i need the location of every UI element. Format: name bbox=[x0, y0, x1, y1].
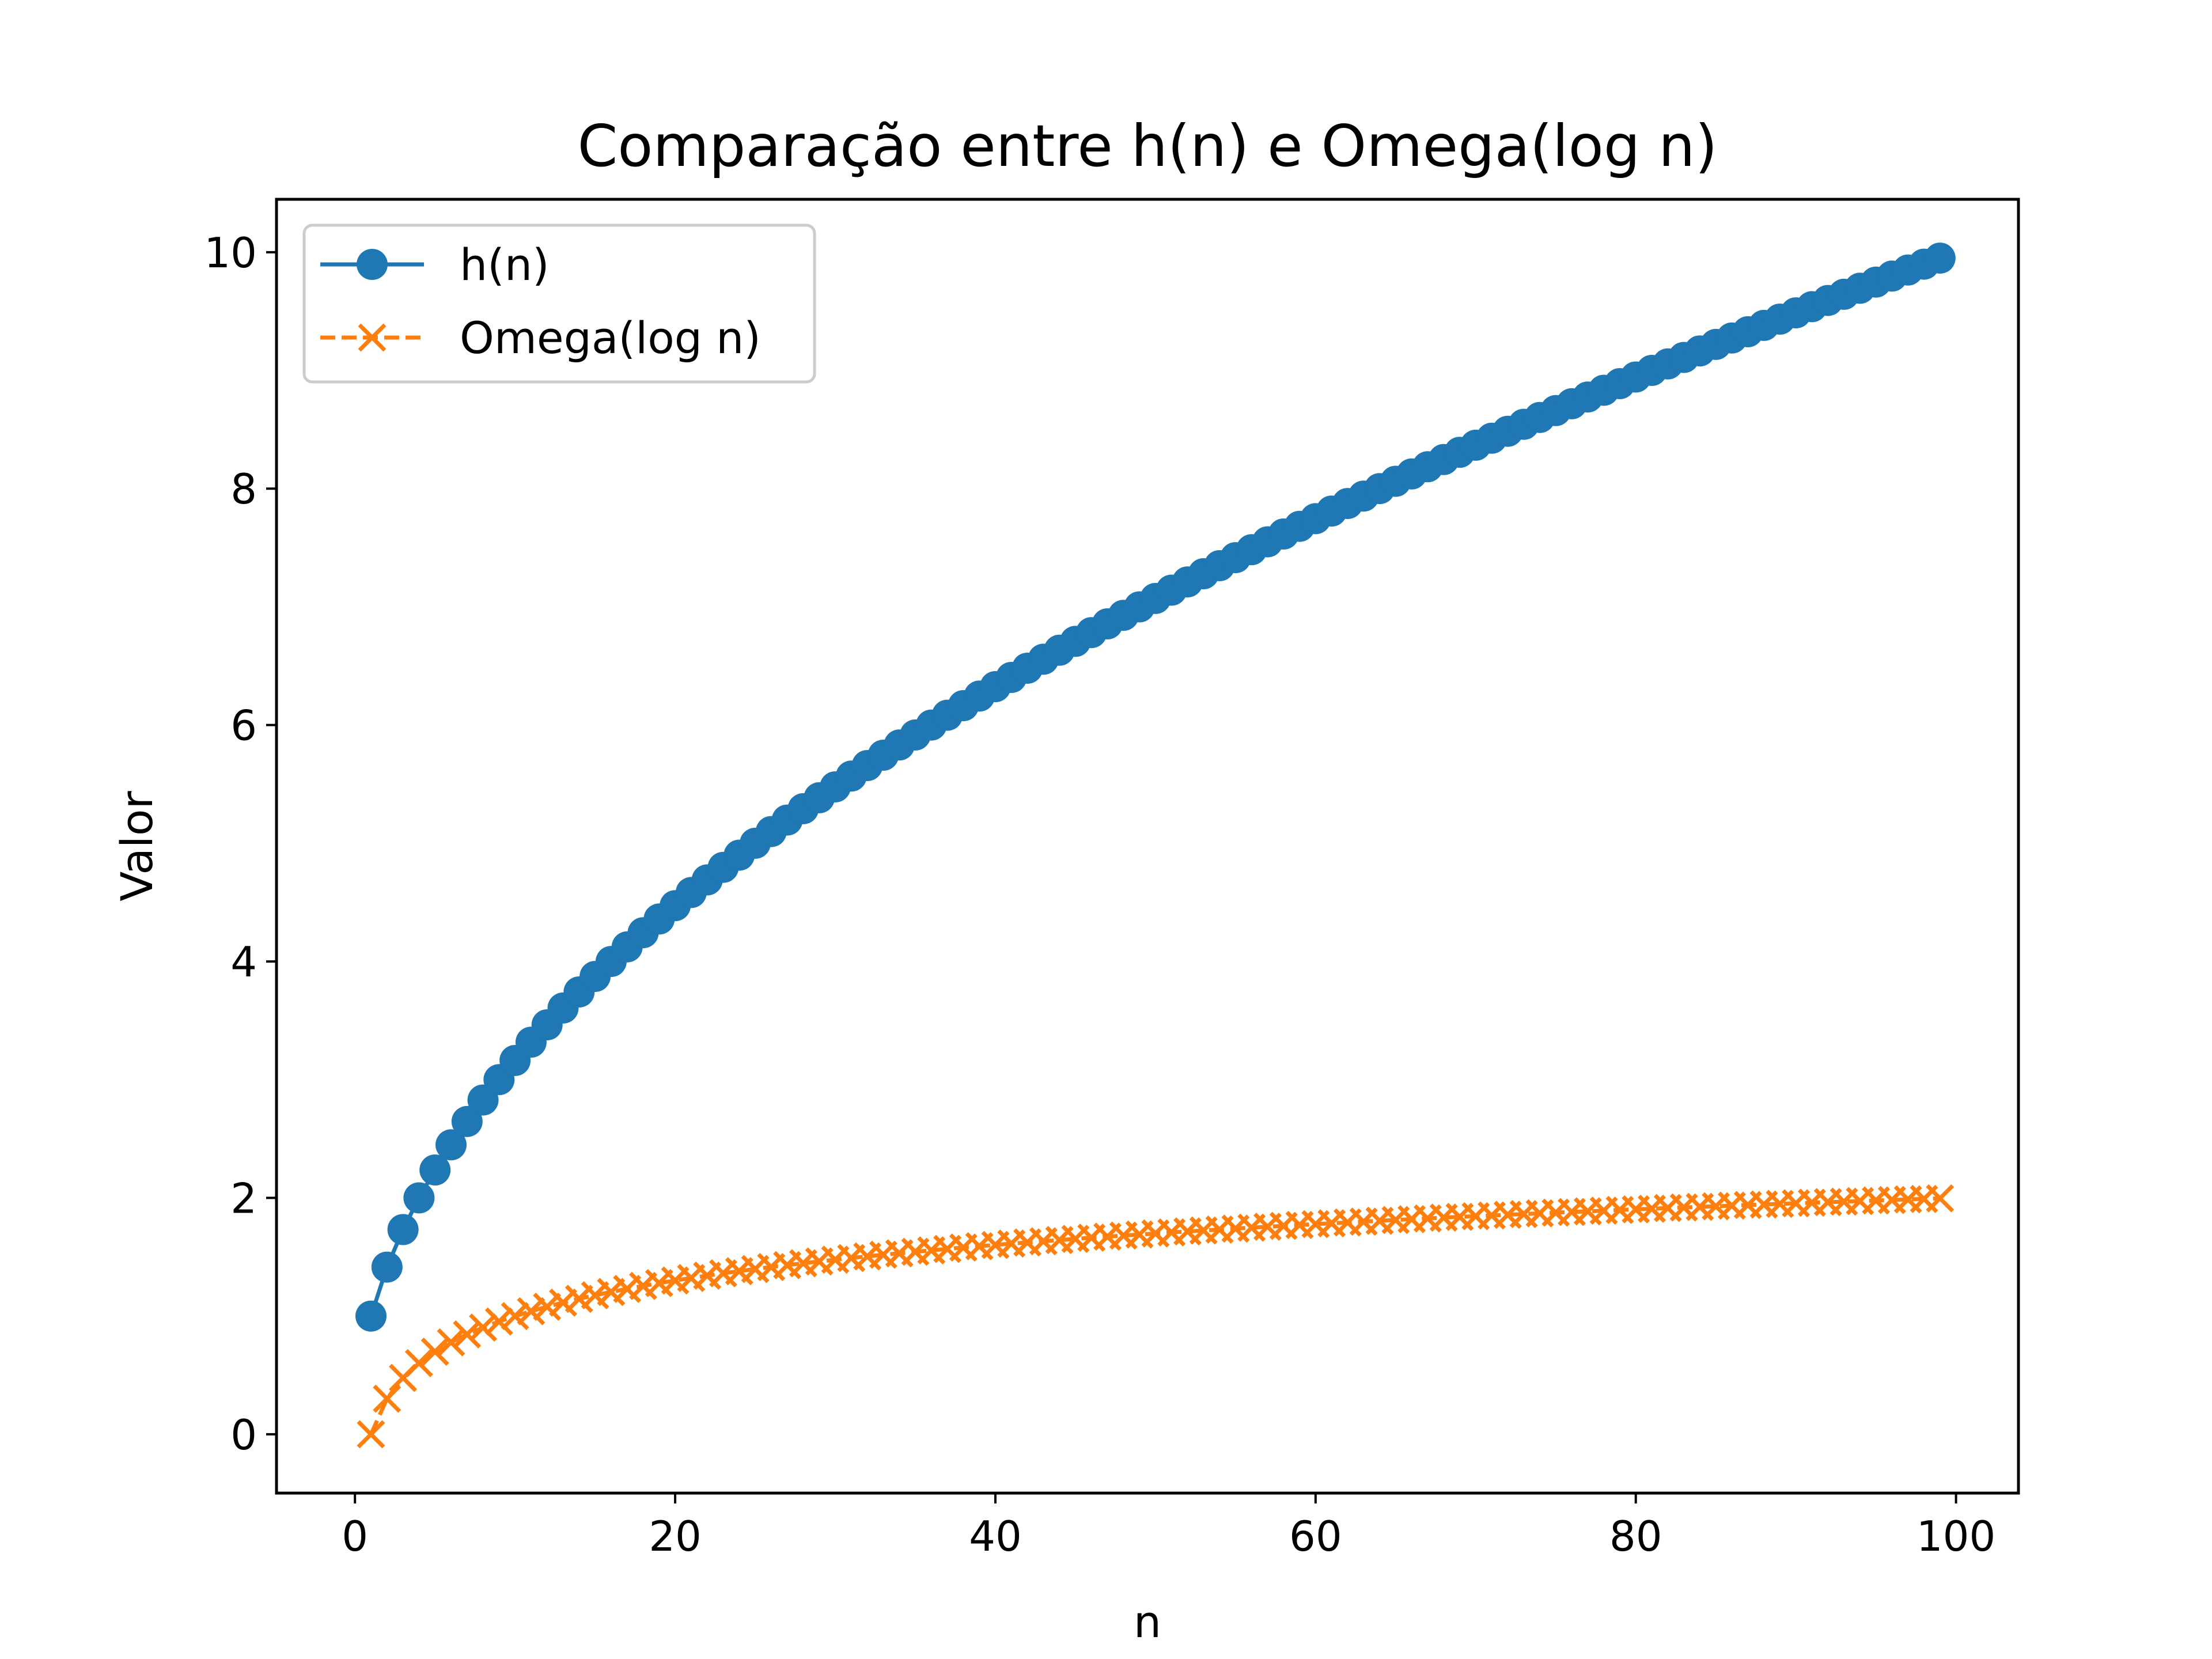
point-h bbox=[435, 1129, 467, 1161]
x-tick-label: 100 bbox=[1916, 1512, 1995, 1560]
x-tick-label: 60 bbox=[1289, 1512, 1342, 1560]
chart-title: Comparação entre h(n) e Omega(log n) bbox=[577, 112, 1717, 180]
x-tick-label: 0 bbox=[342, 1512, 368, 1560]
point-h bbox=[371, 1251, 403, 1283]
legend-label-h: h(n) bbox=[460, 239, 550, 290]
y-tick-label: 2 bbox=[230, 1174, 257, 1222]
point-omega bbox=[453, 1320, 482, 1349]
point-omega bbox=[517, 1297, 546, 1325]
point-omega bbox=[373, 1384, 402, 1413]
point-h bbox=[387, 1214, 419, 1245]
y-tick-label: 4 bbox=[230, 938, 257, 986]
y-tick-label: 0 bbox=[230, 1411, 257, 1459]
legend-marker-omega-x bbox=[358, 323, 387, 352]
point-h bbox=[1924, 243, 1956, 274]
series-omega bbox=[357, 1184, 1955, 1449]
plot-frame bbox=[275, 198, 2020, 1495]
point-omega bbox=[421, 1337, 449, 1366]
legend-label-omega: Omega(log n) bbox=[460, 312, 761, 363]
series-h bbox=[355, 243, 1956, 1332]
point-omega bbox=[469, 1313, 498, 1342]
point-omega bbox=[357, 1420, 385, 1449]
x-tick-label: 20 bbox=[649, 1512, 702, 1560]
point-omega bbox=[484, 1307, 513, 1336]
y-tick-label: 8 bbox=[230, 465, 257, 513]
point-omega bbox=[533, 1293, 562, 1321]
point-h bbox=[451, 1105, 483, 1137]
x-axis-ticks: 0 20 40 60 80 100 bbox=[342, 1493, 1995, 1560]
point-h bbox=[419, 1154, 451, 1186]
y-axis-ticks: 0 2 4 6 8 10 bbox=[204, 229, 276, 1459]
y-tick-label: 6 bbox=[230, 702, 257, 750]
legend-marker-h-circle bbox=[357, 249, 388, 280]
x-tick-label: 40 bbox=[969, 1512, 1022, 1560]
point-h bbox=[355, 1300, 387, 1332]
legend: h(n) Omega(log n) bbox=[302, 224, 816, 384]
legend-frame bbox=[302, 224, 816, 384]
point-omega bbox=[404, 1349, 433, 1377]
point-omega bbox=[549, 1288, 577, 1317]
y-tick-label: 10 bbox=[204, 229, 257, 277]
series-layer bbox=[355, 243, 1956, 1449]
x-axis-label: n bbox=[1134, 1596, 1161, 1647]
point-omega bbox=[1926, 1184, 1955, 1213]
point-omega bbox=[501, 1302, 529, 1331]
point-h bbox=[403, 1182, 435, 1214]
y-axis-label: Valor bbox=[111, 790, 162, 901]
x-tick-label: 80 bbox=[1609, 1512, 1662, 1560]
point-omega bbox=[437, 1328, 465, 1357]
